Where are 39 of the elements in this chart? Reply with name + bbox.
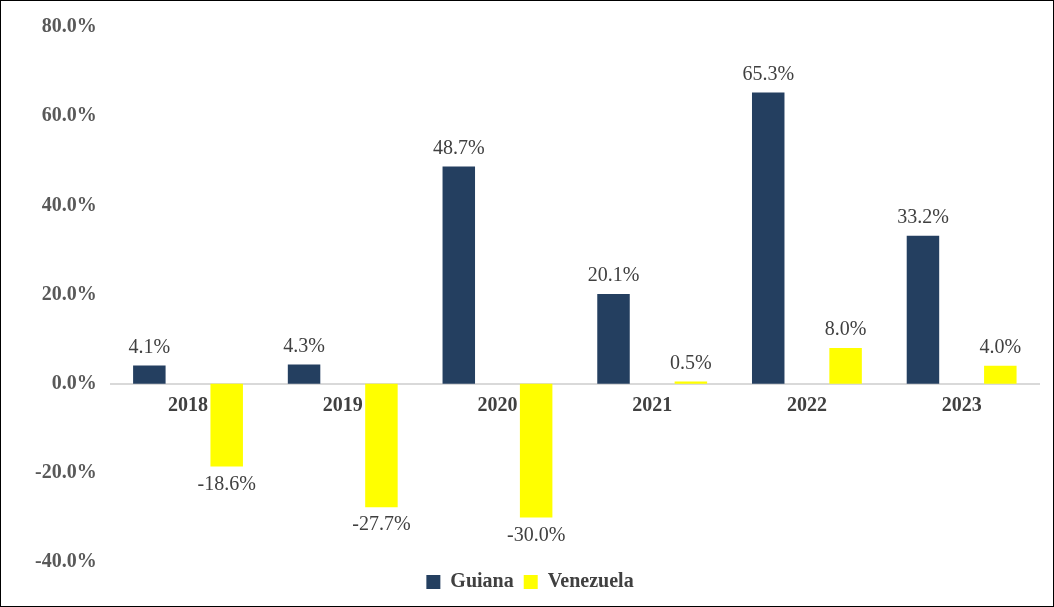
y-tick-label: 40.0% — [41, 192, 97, 215]
data-label: 65.3% — [742, 61, 795, 84]
bar — [984, 365, 1017, 384]
bar — [597, 294, 630, 384]
y-tick-label: 20.0% — [41, 281, 97, 304]
bar — [287, 364, 321, 384]
y-tick-label: -20.0% — [34, 460, 97, 483]
y-tick-label: 80.0% — [41, 14, 97, 37]
data-label: 48.7% — [432, 135, 485, 158]
bar — [751, 92, 785, 384]
x-tick-label: 2021 — [632, 392, 673, 415]
x-tick-label: 2020 — [477, 392, 518, 415]
y-tick-label: 60.0% — [41, 103, 97, 126]
legend-label: Guiana — [450, 569, 514, 592]
bar — [906, 235, 940, 384]
bar — [210, 383, 243, 467]
data-label: 4.3% — [283, 333, 325, 356]
y-tick-label: -40.0% — [34, 549, 97, 572]
x-tick-label: 2018 — [168, 392, 209, 415]
bar — [442, 166, 476, 384]
bar — [674, 381, 708, 384]
bar — [829, 348, 862, 384]
data-label: 4.1% — [128, 334, 171, 357]
y-tick-label: 0.0% — [51, 370, 97, 393]
x-tick-label: 2023 — [941, 392, 982, 415]
x-tick-label: 2022 — [786, 392, 827, 415]
data-label: -18.6% — [197, 471, 256, 494]
data-label: -30.0% — [506, 522, 566, 545]
data-label: 4.0% — [979, 335, 1022, 358]
bar — [519, 383, 553, 518]
data-label: 0.5% — [670, 350, 712, 373]
bar — [133, 365, 166, 384]
data-label: 8.0% — [824, 317, 867, 340]
x-tick-label: 2019 — [322, 392, 363, 415]
legend-label: Venezuela — [547, 569, 634, 592]
data-label: 33.2% — [897, 204, 949, 227]
bar — [365, 383, 398, 508]
data-label: -27.7% — [352, 512, 411, 535]
data-label: 20.1% — [587, 263, 640, 286]
